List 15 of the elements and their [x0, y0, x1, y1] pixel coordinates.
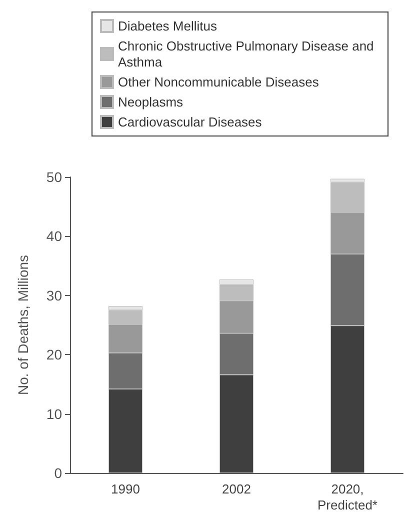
y-tick-label: 30	[46, 287, 62, 304]
y-axis-title: No. of Deaths, Millions	[15, 254, 31, 396]
x-tick-label: 2002	[222, 482, 251, 496]
legend-label: Neoplasms	[118, 94, 184, 110]
y-tick-label: 0	[54, 465, 62, 481]
y-tick-label: 20	[46, 346, 62, 363]
y-tick-label: 50	[46, 169, 62, 185]
y-tick-label: 10	[46, 406, 62, 422]
legend-label: Cardiovascular Diseases	[118, 114, 262, 130]
legend-label: Other Noncommunicable Diseases	[118, 74, 320, 90]
x-tick-label: 2020, Predicted*	[318, 482, 378, 512]
legend-label: Diabetes Mellitus	[118, 18, 218, 34]
legend-label: Chronic Obstructive Pulmonary Disease and Asthma	[118, 38, 378, 70]
y-tick-label: 40	[46, 228, 62, 244]
x-tick-label: 1990	[111, 482, 140, 496]
